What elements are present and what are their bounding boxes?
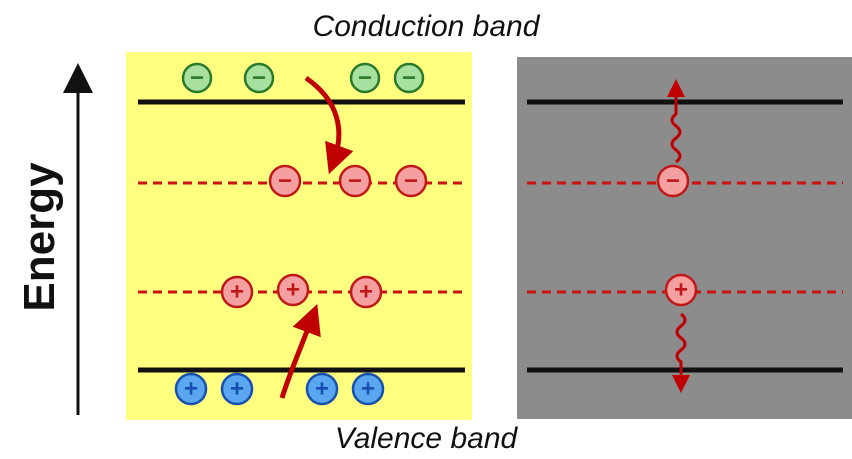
valence-hole: +	[174, 372, 208, 406]
trapped-electron: −	[268, 164, 302, 198]
valence-holes: + + + +	[174, 372, 385, 406]
valence-hole: +	[305, 372, 339, 406]
minus-sign: −	[402, 65, 416, 92]
trapped-electron: −	[394, 164, 428, 198]
electron-capture-arrow	[304, 75, 354, 175]
plus-sign: +	[230, 279, 244, 306]
hole-emission-wavy-arrow	[672, 312, 690, 393]
plus-sign: +	[184, 376, 198, 403]
right-panel	[517, 57, 852, 419]
hole-capture-arrow	[279, 303, 321, 399]
minus-sign: −	[252, 65, 266, 92]
valence-band-label: Valence band	[334, 422, 518, 455]
minus-sign: −	[404, 168, 418, 195]
minus-sign: −	[190, 65, 204, 92]
plus-sign: +	[361, 376, 375, 403]
conduction-electron: −	[181, 62, 213, 94]
trapped-electron: −	[656, 164, 690, 198]
conduction-electron: −	[349, 62, 381, 94]
minus-sign: −	[348, 168, 362, 195]
conduction-band-label: Conduction band	[312, 10, 540, 43]
plus-sign: +	[315, 376, 329, 403]
minus-sign: −	[278, 168, 292, 195]
plus-sign: +	[359, 279, 373, 306]
plus-sign: +	[286, 277, 300, 304]
minus-sign: −	[666, 168, 680, 195]
right-panel-trapped-charges: − +	[656, 164, 698, 307]
trapped-electrons-left: − − −	[268, 164, 428, 198]
conduction-electron: −	[243, 62, 275, 94]
valence-hole: +	[220, 372, 254, 406]
plus-sign: +	[674, 277, 688, 304]
left-panel	[126, 52, 472, 420]
plus-sign: +	[230, 376, 244, 403]
conduction-electron: −	[393, 62, 425, 94]
trapped-electron: −	[338, 164, 372, 198]
electron-emission-wavy-arrow	[667, 79, 685, 164]
trapped-hole: +	[664, 273, 698, 307]
valence-hole: +	[351, 372, 385, 406]
minus-sign: −	[358, 65, 372, 92]
trapped-hole: +	[276, 273, 310, 307]
trapped-hole: +	[220, 275, 254, 309]
trapped-hole: +	[349, 275, 383, 309]
trapped-holes-left: + + +	[220, 273, 383, 309]
conduction-electrons: − − − −	[181, 62, 425, 94]
